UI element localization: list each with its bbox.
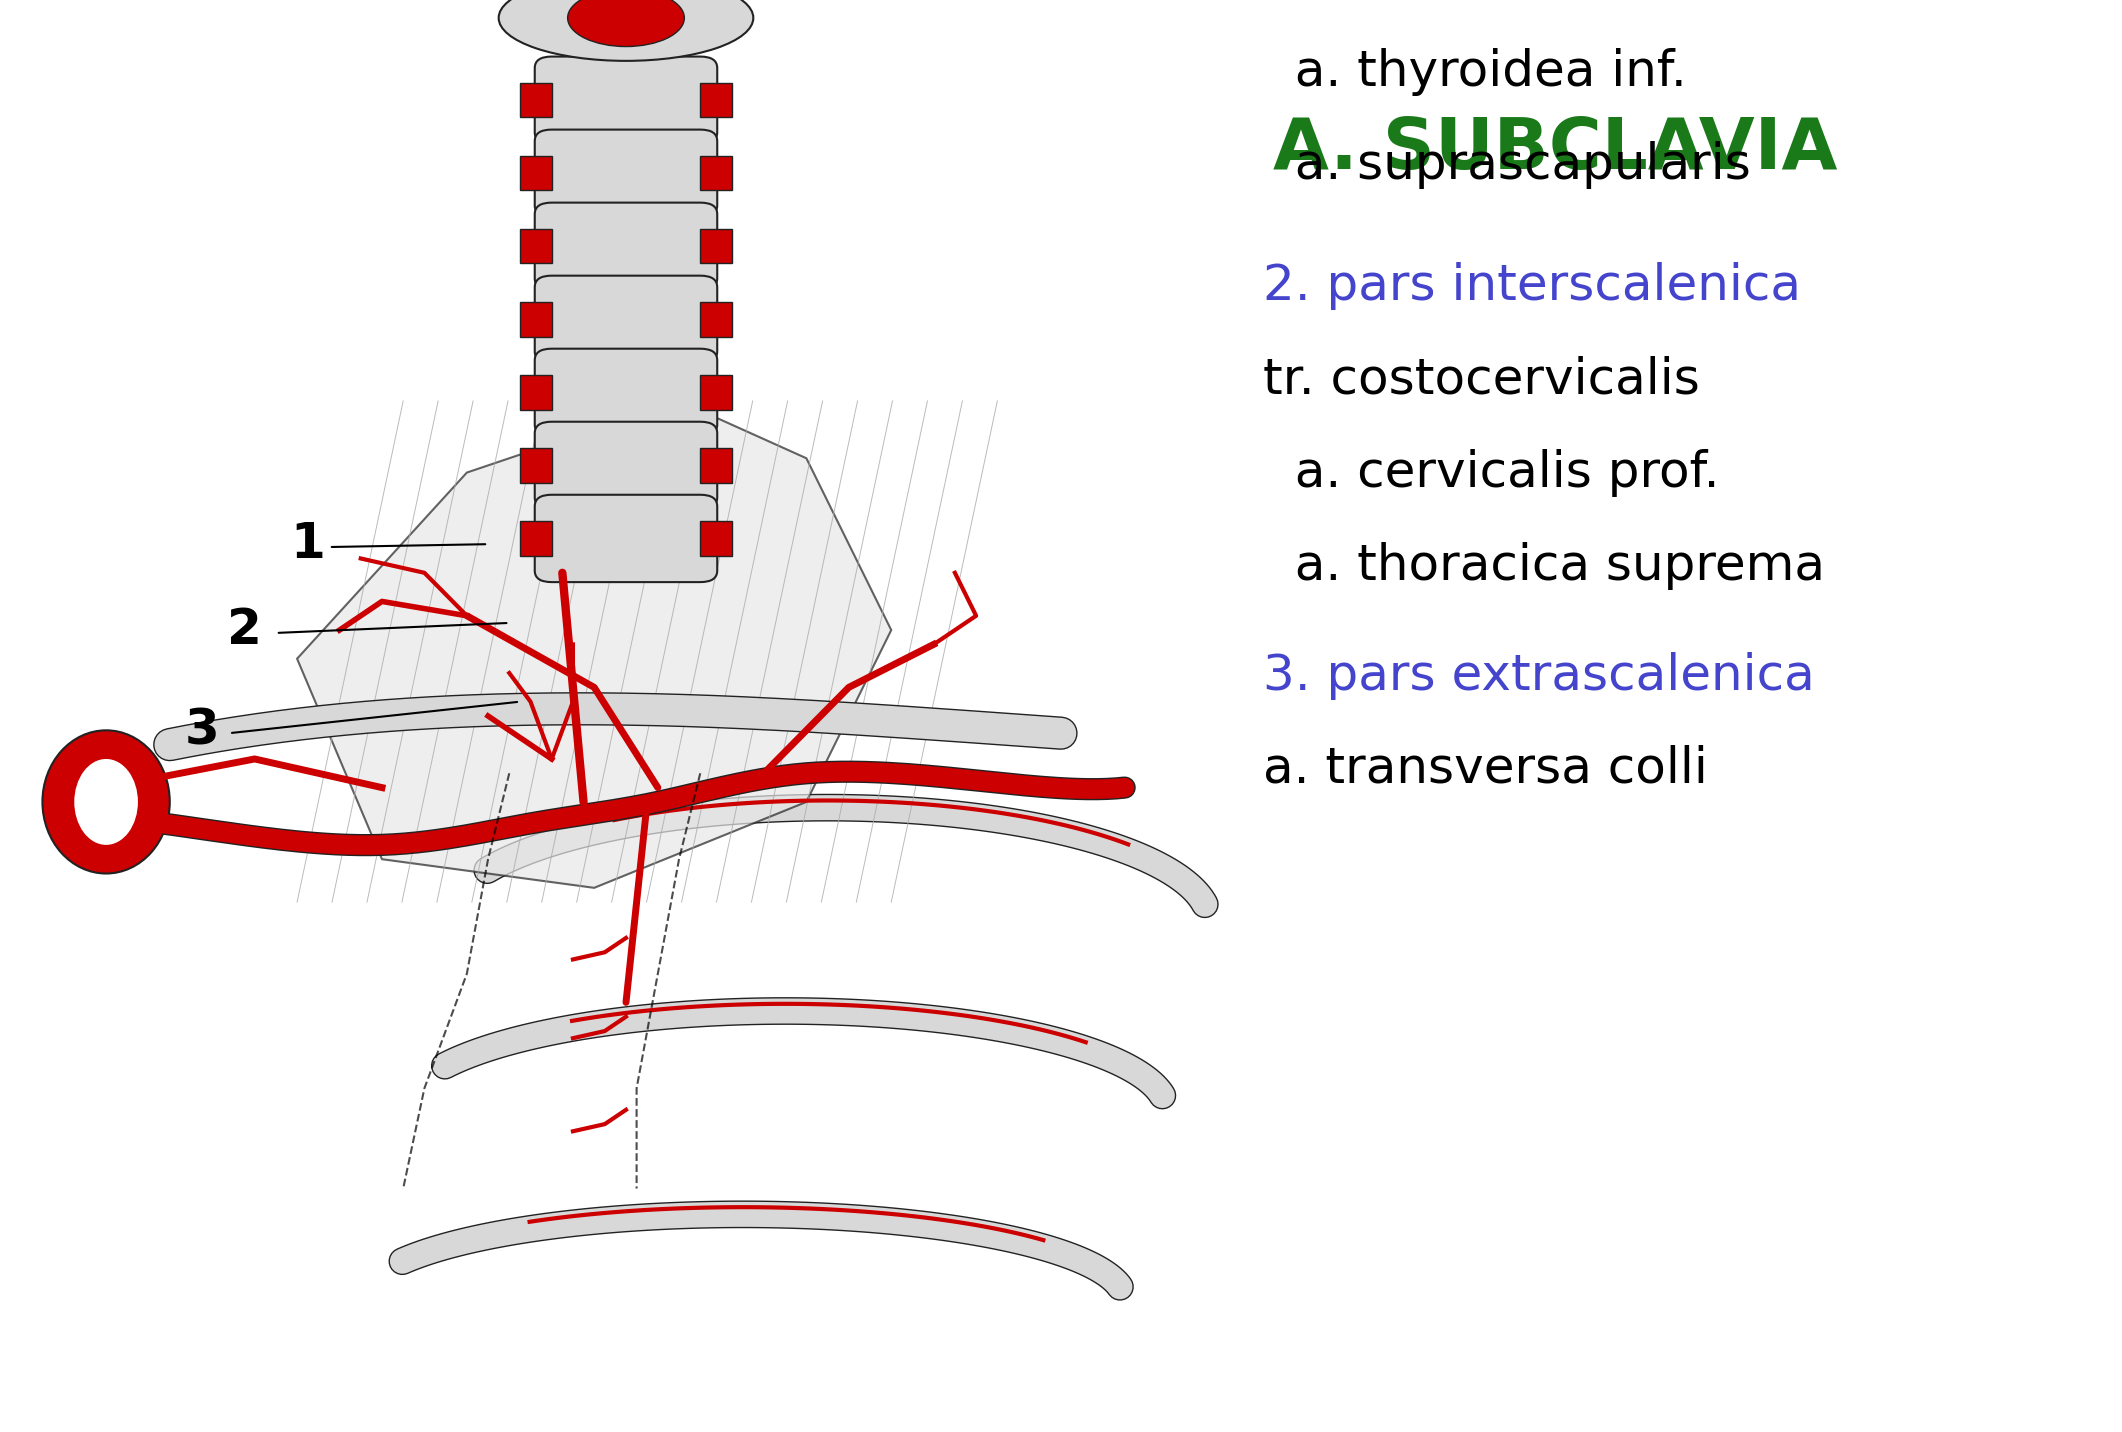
Bar: [700, 83, 732, 117]
Bar: [700, 156, 732, 190]
Ellipse shape: [499, 0, 753, 60]
Text: 3: 3: [185, 706, 219, 755]
Text: a. cervicalis prof.: a. cervicalis prof.: [1263, 448, 1719, 497]
Text: tr. costocervicalis: tr. costocervicalis: [1263, 355, 1700, 404]
Bar: [520, 521, 552, 556]
Bar: [520, 156, 552, 190]
Bar: [700, 302, 732, 337]
Ellipse shape: [42, 730, 170, 874]
FancyBboxPatch shape: [535, 348, 717, 435]
FancyBboxPatch shape: [535, 202, 717, 289]
Text: a. cervicalis asc.: a. cervicalis asc.: [1263, 0, 1708, 3]
Text: a. thyroidea inf.: a. thyroidea inf.: [1263, 47, 1687, 96]
FancyBboxPatch shape: [535, 494, 717, 581]
FancyBboxPatch shape: [535, 130, 717, 216]
Bar: [700, 375, 732, 410]
Bar: [700, 521, 732, 556]
FancyBboxPatch shape: [535, 56, 717, 143]
Text: 1: 1: [291, 520, 325, 569]
Text: a. suprascapularis: a. suprascapularis: [1263, 140, 1751, 189]
Polygon shape: [297, 401, 891, 888]
Bar: [700, 448, 732, 483]
Text: A. SUBCLAVIA: A. SUBCLAVIA: [1273, 115, 1838, 183]
Text: a. transversa colli: a. transversa colli: [1263, 745, 1708, 793]
Bar: [520, 83, 552, 117]
Bar: [520, 229, 552, 263]
Text: a. thoracica suprema: a. thoracica suprema: [1263, 541, 1825, 590]
Ellipse shape: [569, 0, 683, 46]
Text: 2. pars interscalenica: 2. pars interscalenica: [1263, 262, 1802, 311]
Bar: [520, 448, 552, 483]
Bar: [520, 375, 552, 410]
Bar: [700, 229, 732, 263]
Ellipse shape: [74, 759, 138, 845]
Text: 3. pars extrascalenica: 3. pars extrascalenica: [1263, 652, 1814, 700]
FancyBboxPatch shape: [535, 421, 717, 508]
Text: 2: 2: [227, 606, 261, 654]
FancyBboxPatch shape: [535, 275, 717, 362]
Bar: [520, 302, 552, 337]
